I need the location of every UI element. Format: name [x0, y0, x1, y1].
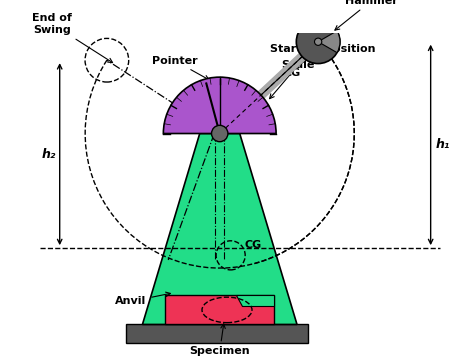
- Text: Specimen: Specimen: [190, 324, 250, 356]
- Circle shape: [211, 125, 228, 142]
- Text: Pointer: Pointer: [152, 56, 209, 80]
- Circle shape: [296, 20, 340, 64]
- Text: Hammer: Hammer: [335, 0, 398, 30]
- Circle shape: [315, 38, 322, 45]
- Text: End of
Swing: End of Swing: [32, 13, 112, 62]
- Text: Scale: Scale: [270, 60, 315, 99]
- Text: Anvil: Anvil: [115, 292, 170, 307]
- Polygon shape: [143, 134, 297, 325]
- Text: Starting Position: Starting Position: [270, 44, 375, 81]
- Text: CG: CG: [283, 68, 301, 78]
- Polygon shape: [165, 295, 274, 325]
- Bar: [126, 325, 308, 342]
- Text: h₁: h₁: [435, 139, 449, 151]
- Text: CG: CG: [244, 240, 262, 250]
- Text: h₂: h₂: [42, 148, 56, 160]
- Polygon shape: [236, 295, 274, 306]
- Wedge shape: [164, 77, 276, 134]
- Wedge shape: [318, 31, 340, 53]
